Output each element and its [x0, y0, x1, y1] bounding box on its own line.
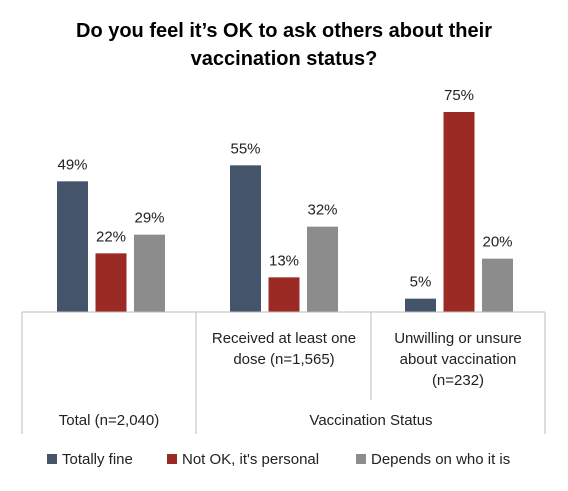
data-label: 32% [307, 202, 337, 219]
category-label: about vaccination [400, 351, 517, 368]
data-label: 75% [444, 87, 474, 104]
category-label: Unwilling or unsure [394, 330, 522, 347]
bar [482, 258, 513, 312]
category-labels: Received at least one dose (n=1,565) Unwil… [59, 330, 522, 429]
legend: Totally fine Not OK, it's personal Depends… [47, 451, 510, 468]
legend-swatch [47, 454, 57, 464]
data-label: 55% [230, 140, 260, 157]
data-labels: 49% 55% 5% 22% 13% 75% 29% 32% 20% [57, 87, 512, 291]
legend-label: Totally fine [62, 451, 133, 468]
chart-title-line: vaccination status? [191, 48, 378, 70]
data-label: 22% [96, 228, 126, 245]
data-label: 29% [134, 210, 164, 227]
legend-swatch [167, 454, 177, 464]
chart-title: Do you feel it’s OK to ask others about … [76, 20, 492, 70]
category-label: dose (n=1,565) [233, 351, 334, 368]
bar [307, 226, 338, 312]
bar [95, 253, 127, 312]
bars [57, 112, 513, 312]
bar [230, 165, 261, 312]
bar [405, 298, 436, 312]
data-label: 13% [269, 252, 299, 269]
legend-swatch [356, 454, 366, 464]
bar [443, 112, 475, 312]
data-label: 49% [57, 156, 87, 173]
category-label: Received at least one [212, 330, 356, 347]
legend-label: Not OK, it's personal [182, 451, 319, 468]
bar [268, 277, 300, 312]
data-label: 20% [482, 234, 512, 251]
category-label: (n=232) [432, 372, 484, 389]
group-label: Vaccination Status [309, 412, 432, 429]
category-axis [21, 311, 546, 434]
chart-title-line: Do you feel it’s OK to ask others about … [76, 20, 492, 42]
data-label: 5% [410, 274, 432, 291]
group-label: Total (n=2,040) [59, 412, 159, 429]
bar [57, 181, 88, 312]
legend-label: Depends on who it is [371, 451, 510, 468]
bar [134, 234, 165, 312]
